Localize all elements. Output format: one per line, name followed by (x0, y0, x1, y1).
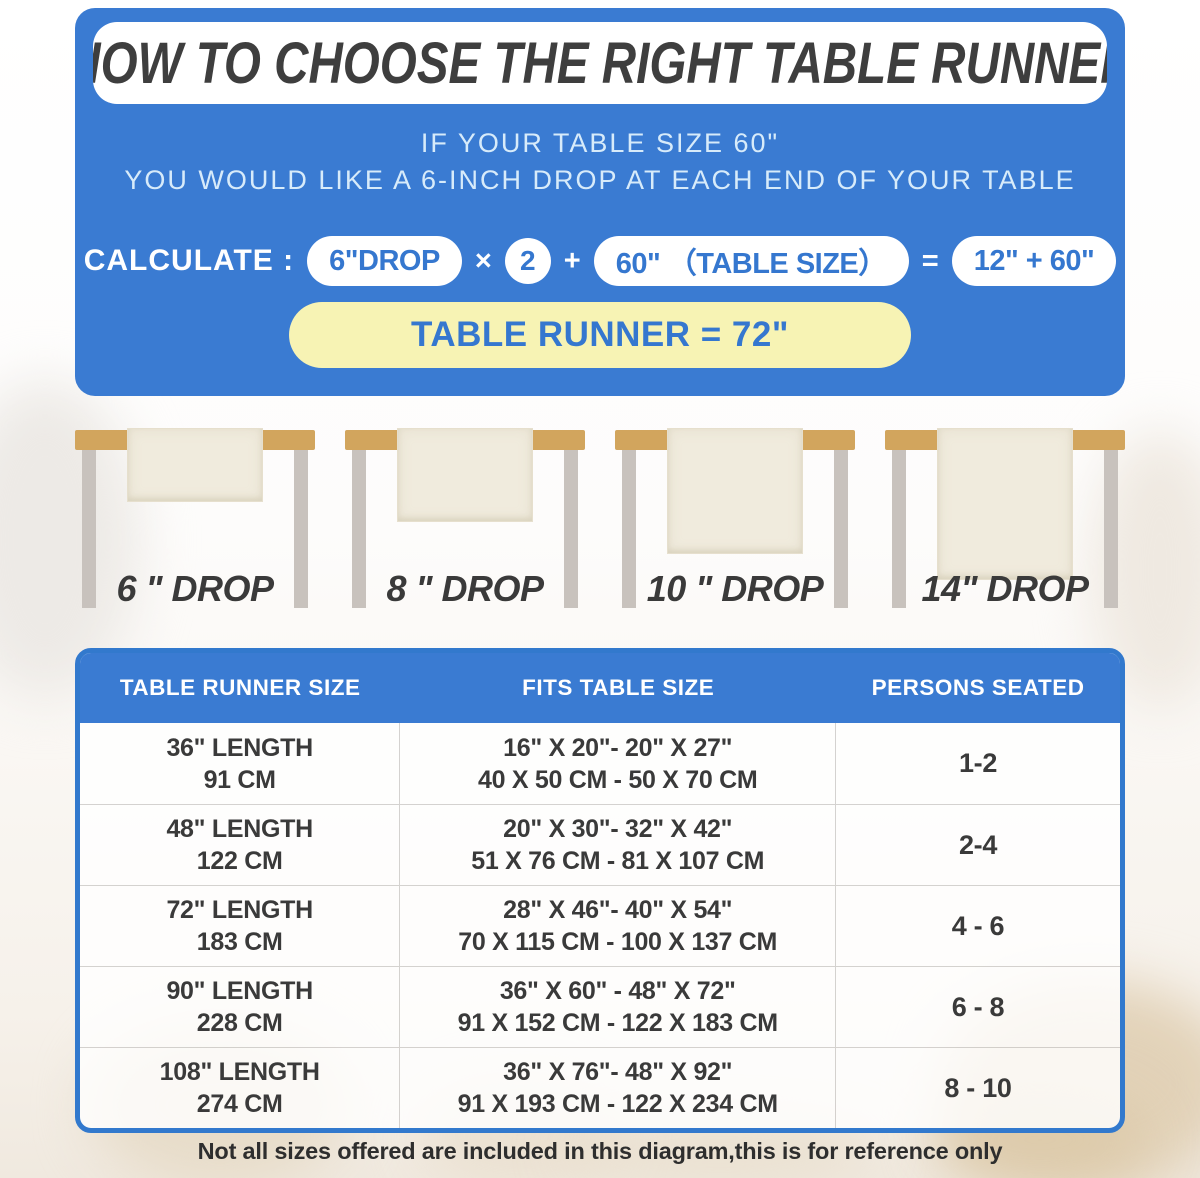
cell-runner-size: 108" LENGTH 274 CM (80, 1048, 401, 1128)
cell-fits-table-size: 28" X 46"- 40" X 54" 70 X 115 CM - 100 X… (400, 886, 837, 966)
equals-operator: = (921, 244, 939, 277)
hero-panel: HOW TO CHOOSE THE RIGHT TABLE RUNNER IF … (75, 8, 1125, 396)
runner-size-inches: 36" LENGTH (166, 733, 313, 762)
table-leg-left (352, 450, 366, 608)
table-leg-right (1104, 450, 1118, 608)
cell-runner-size: 72" LENGTH 183 CM (80, 886, 401, 966)
table-leg-left (892, 450, 906, 608)
fits-size-inches: 20" X 30"- 32" X 42" (503, 815, 733, 843)
col-header-runner-size: TABLE RUNNER SIZE (119, 675, 361, 700)
table-row: 72" LENGTH 183 CM 28" X 46"- 40" X 54" 7… (80, 885, 1120, 966)
runner-drape (397, 428, 533, 522)
persons-count: 8 - 10 (944, 1072, 1012, 1103)
persons-count: 2-4 (958, 829, 998, 860)
cell-runner-size: 36" LENGTH 91 CM (80, 723, 401, 804)
fits-size-inches: 36" X 60" - 48" X 72" (499, 977, 736, 1005)
cell-fits-table-size: 20" X 30"- 32" X 42" 51 X 76 CM - 81 X 1… (400, 805, 837, 885)
runner-size-inches: 72" LENGTH (166, 896, 313, 924)
table-row: 90" LENGTH 228 CM 36" X 60" - 48" X 72" … (80, 966, 1120, 1047)
runner-size-cm: 122 CM (196, 847, 283, 875)
table-leg-right (834, 450, 848, 608)
table-leg-left (622, 450, 636, 608)
table-row: 36" LENGTH 91 CM 16" X 20"- 20" X 27" 40… (80, 723, 1120, 804)
cell-persons-seated: 1-2 (836, 723, 1120, 804)
size-chart-header-row: TABLE RUNNER SIZE FITS TABLE SIZE PERSON… (80, 653, 1120, 723)
calculate-label: CALCULATE : (83, 244, 295, 277)
runner-drape (667, 428, 803, 554)
runner-size-cm: 228 CM (196, 1009, 283, 1037)
multiply-operator: × (474, 244, 492, 277)
table-illustration-14in: 14" DROP (885, 428, 1125, 612)
fits-size-cm: 70 X 115 CM - 100 X 137 CM (458, 928, 778, 956)
table-row: 48" LENGTH 122 CM 20" X 30"- 32" X 42" 5… (80, 804, 1120, 885)
table-size-pill: 60" （TABLE SIZE） (593, 236, 909, 286)
cell-fits-table-size: 36" X 76"- 48" X 92" 91 X 193 CM - 122 X… (400, 1048, 837, 1128)
persons-count: 1-2 (958, 748, 998, 779)
runner-size-inches: 108" LENGTH (159, 1058, 320, 1086)
title-banner: HOW TO CHOOSE THE RIGHT TABLE RUNNER (93, 22, 1107, 104)
multiplier-badge: 2 (504, 238, 551, 284)
table-leg-right (564, 450, 578, 608)
cell-persons-seated: 4 - 6 (836, 886, 1120, 966)
drop-label: 6 " DROP (116, 568, 274, 609)
drop-examples: 6 " DROP 8 " DROP 10 " DROP 14" DROP (75, 428, 1125, 612)
table-illustration-10in: 10 " DROP (615, 428, 855, 612)
page-title: HOW TO CHOOSE THE RIGHT TABLE RUNNER (93, 30, 1107, 96)
subtitle-line-1: IF YOUR TABLE SIZE 60" (420, 128, 780, 158)
fits-size-inches: 28" X 46"- 40" X 54" (503, 896, 733, 924)
cell-runner-size: 90" LENGTH 228 CM (80, 967, 401, 1047)
runner-size-cm: 274 CM (196, 1090, 283, 1118)
runner-total-pill: TABLE RUNNER = 72" (289, 302, 911, 368)
runner-size-cm: 91 CM (203, 765, 276, 794)
cell-fits-table-size: 36" X 60" - 48" X 72" 91 X 152 CM - 122 … (400, 967, 837, 1047)
persons-count: 4 - 6 (951, 910, 1005, 941)
runner-size-inches: 48" LENGTH (166, 815, 313, 843)
cell-persons-seated: 8 - 10 (836, 1048, 1120, 1128)
drop-label: 8 " DROP (386, 568, 544, 609)
cell-runner-size: 48" LENGTH 122 CM (80, 805, 401, 885)
table-leg-right (294, 450, 308, 608)
table-illustration-6in: 6 " DROP (75, 428, 315, 612)
fits-size-cm: 91 X 152 CM - 122 X 183 CM (457, 1009, 778, 1037)
fits-size-cm: 40 X 50 CM - 50 X 70 CM (478, 765, 758, 794)
footnote: Not all sizes offered are included in th… (197, 1138, 1003, 1164)
drop-label: 14" DROP (921, 568, 1089, 609)
cell-persons-seated: 2-4 (836, 805, 1120, 885)
calculation-result-pill: 12" + 60" (951, 236, 1117, 286)
fits-size-cm: 91 X 193 CM - 122 X 234 CM (457, 1090, 778, 1118)
col-header-persons-seated: PERSONS SEATED (871, 675, 1085, 700)
runner-size-inches: 90" LENGTH (166, 977, 313, 1005)
col-header-fits-table-size: FITS TABLE SIZE (522, 675, 715, 700)
plus-operator: + (563, 244, 581, 277)
runner-drape (937, 428, 1073, 580)
drop-label: 10 " DROP (646, 568, 824, 609)
persons-count: 6 - 8 (951, 991, 1005, 1022)
subtitle-line-2: YOU WOULD LIKE A 6-INCH DROP AT EACH END… (124, 165, 1076, 195)
runner-size-cm: 183 CM (196, 928, 283, 956)
table-illustration-8in: 8 " DROP (345, 428, 585, 612)
fits-size-inches: 36" X 76"- 48" X 92" (503, 1058, 733, 1086)
table-leg-left (82, 450, 96, 608)
table-row: 108" LENGTH 274 CM 36" X 76"- 48" X 92" … (80, 1047, 1120, 1128)
calculation-row: CALCULATE : 6"DROP × 2 + 60" （TABLE SIZE… (75, 236, 1125, 286)
drop-size-pill: 6"DROP (307, 236, 462, 286)
size-chart-table: TABLE RUNNER SIZE FITS TABLE SIZE PERSON… (75, 648, 1125, 1133)
cell-persons-seated: 6 - 8 (836, 967, 1120, 1047)
fits-size-cm: 51 X 76 CM - 81 X 107 CM (471, 847, 765, 875)
cell-fits-table-size: 16" X 20"- 20" X 27" 40 X 50 CM - 50 X 7… (400, 723, 837, 804)
fits-size-inches: 16" X 20"- 20" X 27" (503, 733, 733, 762)
runner-drape (127, 428, 263, 502)
